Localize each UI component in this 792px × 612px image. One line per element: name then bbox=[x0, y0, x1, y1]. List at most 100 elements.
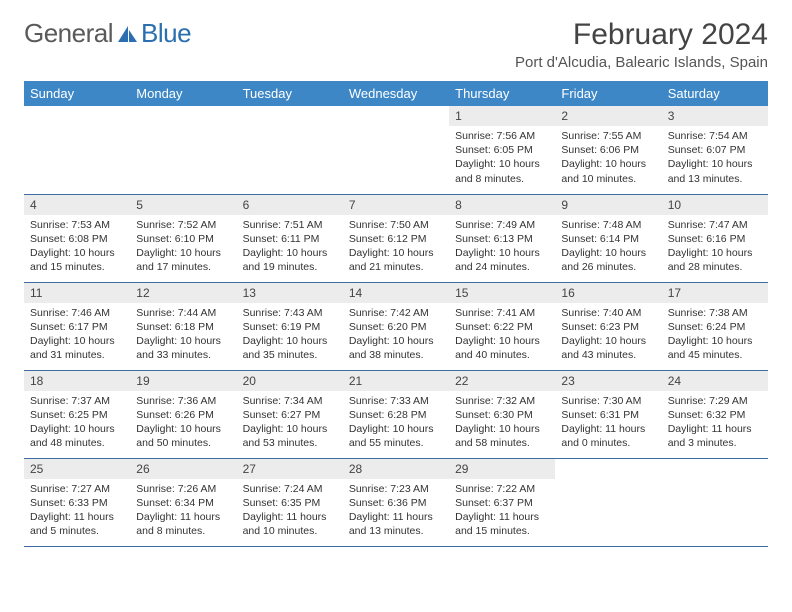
day-content: Sunrise: 7:24 AMSunset: 6:35 PMDaylight:… bbox=[237, 479, 343, 543]
calendar-day-cell: 16Sunrise: 7:40 AMSunset: 6:23 PMDayligh… bbox=[555, 282, 661, 370]
daylight-text: Daylight: 10 hours and 26 minutes. bbox=[561, 246, 655, 274]
sunrise-text: Sunrise: 7:36 AM bbox=[136, 394, 230, 408]
sunrise-text: Sunrise: 7:46 AM bbox=[30, 306, 124, 320]
day-number: 2 bbox=[555, 106, 661, 126]
day-number: 12 bbox=[130, 283, 236, 303]
sunset-text: Sunset: 6:19 PM bbox=[243, 320, 337, 334]
calendar-week-row: 25Sunrise: 7:27 AMSunset: 6:33 PMDayligh… bbox=[24, 458, 768, 546]
day-content: Sunrise: 7:42 AMSunset: 6:20 PMDaylight:… bbox=[343, 303, 449, 367]
sunset-text: Sunset: 6:06 PM bbox=[561, 143, 655, 157]
day-content: Sunrise: 7:33 AMSunset: 6:28 PMDaylight:… bbox=[343, 391, 449, 455]
brand-logo: General Blue bbox=[24, 18, 191, 49]
daylight-text: Daylight: 10 hours and 28 minutes. bbox=[668, 246, 762, 274]
day-content: Sunrise: 7:40 AMSunset: 6:23 PMDaylight:… bbox=[555, 303, 661, 367]
calendar-day-cell bbox=[130, 106, 236, 194]
daylight-text: Daylight: 11 hours and 10 minutes. bbox=[243, 510, 337, 538]
day-content: Sunrise: 7:48 AMSunset: 6:14 PMDaylight:… bbox=[555, 215, 661, 279]
calendar-day-cell: 12Sunrise: 7:44 AMSunset: 6:18 PMDayligh… bbox=[130, 282, 236, 370]
day-number: 21 bbox=[343, 371, 449, 391]
day-number: 9 bbox=[555, 195, 661, 215]
calendar-day-cell: 23 Sunrise: 7:30 AMSunset: 6:31 PMDayligh… bbox=[555, 370, 661, 458]
sunset-text: Sunset: 6:32 PM bbox=[668, 408, 762, 422]
calendar-day-cell: 20Sunrise: 7:34 AMSunset: 6:27 PMDayligh… bbox=[237, 370, 343, 458]
day-number bbox=[343, 106, 449, 112]
day-content: Sunrise: 7:47 AMSunset: 6:16 PMDaylight:… bbox=[662, 215, 768, 279]
weekday-header: Tuesday bbox=[237, 81, 343, 106]
daylight-text: Daylight: 10 hours and 50 minutes. bbox=[136, 422, 230, 450]
calendar-table: Sunday Monday Tuesday Wednesday Thursday… bbox=[24, 81, 768, 547]
day-content: Sunrise: 7:55 AMSunset: 6:06 PMDaylight:… bbox=[555, 126, 661, 190]
calendar-day-cell: 10Sunrise: 7:47 AMSunset: 6:16 PMDayligh… bbox=[662, 194, 768, 282]
sunset-text: Sunset: 6:20 PM bbox=[349, 320, 443, 334]
day-number: 22 bbox=[449, 371, 555, 391]
day-number: 1 bbox=[449, 106, 555, 126]
daylight-text: Daylight: 10 hours and 17 minutes. bbox=[136, 246, 230, 274]
daylight-text: Daylight: 11 hours and 0 minutes. bbox=[561, 422, 655, 450]
sunrise-text: Sunrise: 7:54 AM bbox=[668, 129, 762, 143]
sunrise-text: Sunrise: 7:43 AM bbox=[243, 306, 337, 320]
sunrise-text: Sunrise: 7:27 AM bbox=[30, 482, 124, 496]
day-content: Sunrise: 7:49 AMSunset: 6:13 PMDaylight:… bbox=[449, 215, 555, 279]
daylight-text: Daylight: 10 hours and 10 minutes. bbox=[561, 157, 655, 185]
sunrise-text: Sunrise: 7:49 AM bbox=[455, 218, 549, 232]
daylight-text: Daylight: 11 hours and 5 minutes. bbox=[30, 510, 124, 538]
day-number: 14 bbox=[343, 283, 449, 303]
day-content: Sunrise: 7:41 AMSunset: 6:22 PMDaylight:… bbox=[449, 303, 555, 367]
calendar-day-cell: 7Sunrise: 7:50 AMSunset: 6:12 PMDaylight… bbox=[343, 194, 449, 282]
sunset-text: Sunset: 6:34 PM bbox=[136, 496, 230, 510]
calendar-day-cell: 13Sunrise: 7:43 AMSunset: 6:19 PMDayligh… bbox=[237, 282, 343, 370]
day-number: 23 bbox=[555, 371, 661, 391]
sunrise-text: Sunrise: 7:47 AM bbox=[668, 218, 762, 232]
sunrise-text: Sunrise: 7:48 AM bbox=[561, 218, 655, 232]
sunrise-text: Sunrise: 7:34 AM bbox=[243, 394, 337, 408]
day-content: Sunrise: 7:26 AMSunset: 6:34 PMDaylight:… bbox=[130, 479, 236, 543]
daylight-text: Daylight: 10 hours and 55 minutes. bbox=[349, 422, 443, 450]
daylight-text: Daylight: 10 hours and 21 minutes. bbox=[349, 246, 443, 274]
weekday-header: Monday bbox=[130, 81, 236, 106]
calendar-week-row: 4Sunrise: 7:53 AMSunset: 6:08 PMDaylight… bbox=[24, 194, 768, 282]
calendar-day-cell bbox=[662, 458, 768, 546]
day-content: Sunrise: 7:22 AMSunset: 6:37 PMDaylight:… bbox=[449, 479, 555, 543]
day-content: Sunrise: 7:36 AMSunset: 6:26 PMDaylight:… bbox=[130, 391, 236, 455]
daylight-text: Daylight: 10 hours and 31 minutes. bbox=[30, 334, 124, 362]
sunrise-text: Sunrise: 7:23 AM bbox=[349, 482, 443, 496]
sunrise-text: Sunrise: 7:38 AM bbox=[668, 306, 762, 320]
sunset-text: Sunset: 6:31 PM bbox=[561, 408, 655, 422]
daylight-text: Daylight: 11 hours and 3 minutes. bbox=[668, 422, 762, 450]
brand-part1: General bbox=[24, 18, 113, 49]
day-content: Sunrise: 7:29 AMSunset: 6:32 PMDaylight:… bbox=[662, 391, 768, 455]
daylight-text: Daylight: 10 hours and 45 minutes. bbox=[668, 334, 762, 362]
day-content: Sunrise: 7:23 AMSunset: 6:36 PMDaylight:… bbox=[343, 479, 449, 543]
calendar-day-cell: 4Sunrise: 7:53 AMSunset: 6:08 PMDaylight… bbox=[24, 194, 130, 282]
calendar-day-cell bbox=[24, 106, 130, 194]
daylight-text: Daylight: 10 hours and 19 minutes. bbox=[243, 246, 337, 274]
sunset-text: Sunset: 6:14 PM bbox=[561, 232, 655, 246]
calendar-day-cell: 15Sunrise: 7:41 AMSunset: 6:22 PMDayligh… bbox=[449, 282, 555, 370]
sunset-text: Sunset: 6:18 PM bbox=[136, 320, 230, 334]
sunset-text: Sunset: 6:28 PM bbox=[349, 408, 443, 422]
day-number: 19 bbox=[130, 371, 236, 391]
calendar-day-cell: 9Sunrise: 7:48 AMSunset: 6:14 PMDaylight… bbox=[555, 194, 661, 282]
calendar-day-cell: 22Sunrise: 7:32 AMSunset: 6:30 PMDayligh… bbox=[449, 370, 555, 458]
calendar-day-cell: 18Sunrise: 7:37 AMSunset: 6:25 PMDayligh… bbox=[24, 370, 130, 458]
sunset-text: Sunset: 6:37 PM bbox=[455, 496, 549, 510]
sunrise-text: Sunrise: 7:42 AM bbox=[349, 306, 443, 320]
sunset-text: Sunset: 6:23 PM bbox=[561, 320, 655, 334]
sunrise-text: Sunrise: 7:51 AM bbox=[243, 218, 337, 232]
sunset-text: Sunset: 6:33 PM bbox=[30, 496, 124, 510]
calendar-day-cell: 24Sunrise: 7:29 AMSunset: 6:32 PMDayligh… bbox=[662, 370, 768, 458]
calendar-week-row: 11Sunrise: 7:46 AMSunset: 6:17 PMDayligh… bbox=[24, 282, 768, 370]
day-content: Sunrise: 7:50 AMSunset: 6:12 PMDaylight:… bbox=[343, 215, 449, 279]
sunrise-text: Sunrise: 7:30 AM bbox=[561, 394, 655, 408]
day-number: 4 bbox=[24, 195, 130, 215]
day-number: 20 bbox=[237, 371, 343, 391]
day-content: Sunrise: 7:54 AMSunset: 6:07 PMDaylight:… bbox=[662, 126, 768, 190]
daylight-text: Daylight: 10 hours and 13 minutes. bbox=[668, 157, 762, 185]
brand-part2: Blue bbox=[141, 18, 191, 49]
sunrise-text: Sunrise: 7:37 AM bbox=[30, 394, 124, 408]
weekday-header-row: Sunday Monday Tuesday Wednesday Thursday… bbox=[24, 81, 768, 106]
sunrise-text: Sunrise: 7:53 AM bbox=[30, 218, 124, 232]
calendar-day-cell: 25Sunrise: 7:27 AMSunset: 6:33 PMDayligh… bbox=[24, 458, 130, 546]
day-content: Sunrise: 7:51 AMSunset: 6:11 PMDaylight:… bbox=[237, 215, 343, 279]
daylight-text: Daylight: 10 hours and 43 minutes. bbox=[561, 334, 655, 362]
